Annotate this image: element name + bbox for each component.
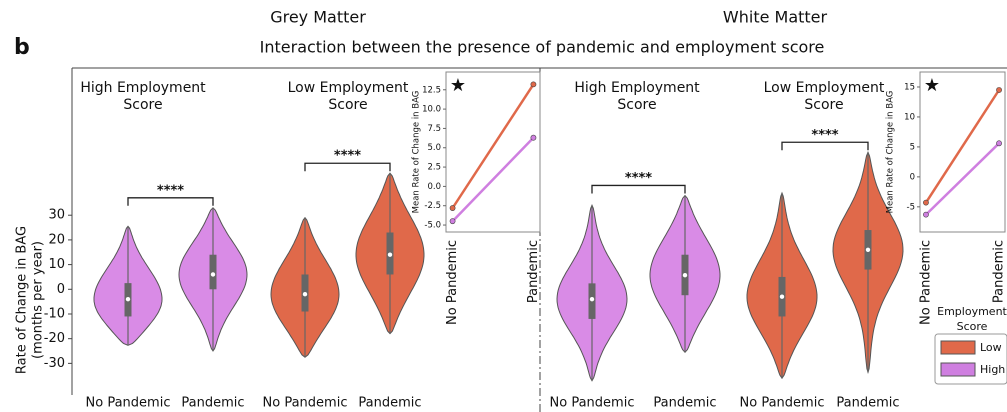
legend-label: High	[980, 363, 1005, 376]
violin-median	[387, 252, 393, 257]
y-axis-label: Mean Rate of Change in BAG	[886, 91, 896, 214]
y-tick-label: -10	[44, 306, 65, 321]
x-tick-label: No Pandemic	[740, 396, 825, 411]
series-point	[530, 134, 537, 141]
y-axis-label: Rate of Change in BAG	[15, 226, 30, 374]
x-tick-label: No Pandemic	[263, 396, 348, 411]
violin-median	[302, 292, 308, 297]
series-line	[924, 89, 1001, 204]
x-tick-label: Pandemic	[992, 240, 1007, 303]
y-tick-label: 0	[910, 172, 915, 182]
group-label: Score	[617, 97, 656, 113]
group-label: Low Employment	[764, 80, 885, 96]
figure-title: Interaction between the presence of pand…	[260, 38, 825, 57]
y-tick-label: -5	[907, 202, 915, 212]
x-tick-label: No Pandemic	[86, 396, 171, 411]
x-tick-label: Pandemic	[526, 240, 541, 303]
panel-title: White Matter	[723, 8, 828, 27]
panel-label: b	[14, 35, 30, 60]
series-point	[996, 140, 1002, 147]
violin-box	[209, 254, 217, 290]
y-tick-label: 0.0	[427, 182, 441, 192]
y-tick-label: 30	[48, 208, 65, 223]
significance-bracket	[591, 184, 686, 194]
violin-median	[125, 296, 131, 302]
violin-median	[779, 294, 785, 299]
y-tick-label: 10	[48, 257, 65, 272]
significance-label: ****	[334, 149, 361, 164]
group-label: High Employment	[80, 80, 206, 96]
series-line	[925, 142, 1000, 216]
series-point	[449, 218, 456, 225]
violin-median	[865, 247, 871, 252]
series-point	[449, 205, 456, 211]
x-tick-label: Pandemic	[181, 396, 244, 411]
x-tick-label: No Pandemic	[550, 396, 635, 411]
legend-title: Employment	[937, 305, 1007, 318]
series-point	[530, 81, 537, 88]
annotation: ★	[450, 75, 466, 96]
series-point	[923, 211, 929, 218]
group-label: High Employment	[574, 80, 700, 96]
series-point	[996, 87, 1002, 93]
y-axis-label: (months per year)	[31, 241, 46, 359]
y-tick-label: 0	[57, 282, 65, 297]
y-tick-label: 20	[48, 232, 65, 247]
legend-title: Score	[957, 320, 988, 333]
significance-bracket	[304, 162, 391, 172]
y-tick-label: -5.0	[424, 221, 441, 231]
legend-swatch	[940, 362, 976, 377]
series-line	[451, 83, 535, 209]
significance-label: ****	[625, 171, 652, 186]
y-tick-label: 7.5	[427, 124, 441, 134]
x-tick-label: Pandemic	[358, 396, 421, 411]
y-tick-label: 12.5	[422, 85, 441, 95]
y-tick-label: -2.5	[424, 201, 441, 211]
group-label: Score	[123, 97, 162, 113]
y-tick-label: 5.0	[427, 143, 441, 153]
significance-bracket	[127, 197, 214, 206]
y-axis-label: Mean Rate of Change in BAG	[412, 91, 422, 214]
y-tick-label: -30	[44, 356, 65, 371]
legend-swatch	[940, 340, 976, 355]
significance-label: ****	[811, 128, 838, 143]
y-tick-label: -20	[44, 331, 65, 346]
significance-bracket	[781, 141, 869, 151]
y-tick-label: 5	[910, 142, 915, 152]
y-tick-label: 15	[904, 82, 915, 92]
annotation: ★	[924, 75, 940, 96]
violin-median	[682, 273, 688, 278]
x-tick-label: No Pandemic	[445, 240, 460, 325]
y-tick-label: 10.0	[422, 105, 441, 115]
violin-median	[589, 296, 595, 302]
x-tick-label: No Pandemic	[918, 240, 933, 325]
y-tick-label: 2.5	[427, 163, 441, 173]
y-tick-label: 10	[904, 112, 915, 122]
group-label: Score	[328, 97, 367, 113]
group-label: Score	[804, 97, 843, 113]
violin-median	[210, 272, 216, 277]
x-tick-label: Pandemic	[836, 396, 899, 411]
series-line	[451, 136, 535, 223]
series-point	[923, 199, 929, 206]
significance-label: ****	[157, 183, 184, 198]
legend-label: Low	[980, 341, 1002, 354]
panel-title: Grey Matter	[270, 8, 366, 27]
group-label: Low Employment	[288, 80, 409, 96]
x-tick-label: Pandemic	[653, 396, 716, 411]
